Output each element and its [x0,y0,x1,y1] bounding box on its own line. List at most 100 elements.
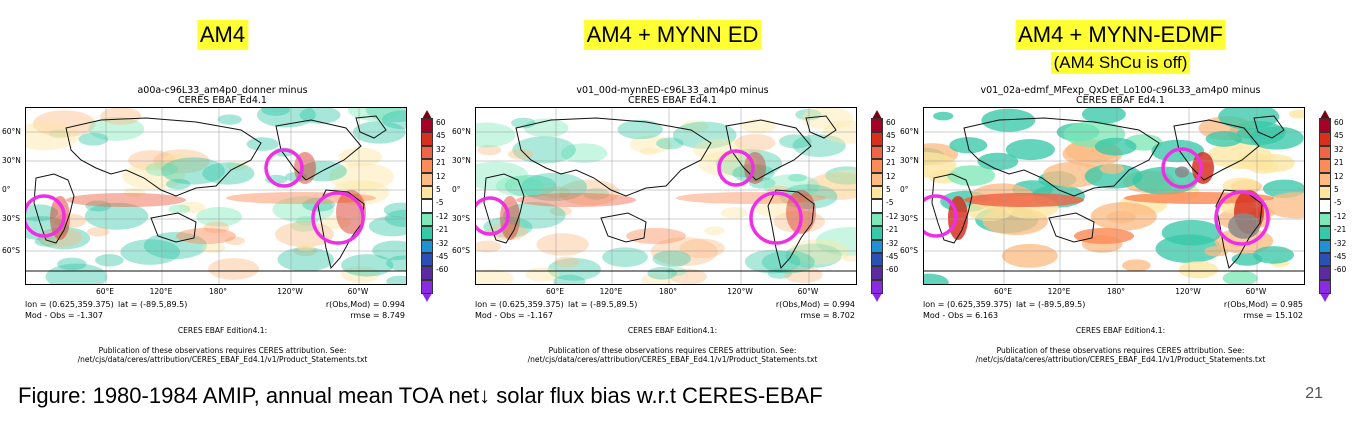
colorbar-cell [871,144,883,161]
colorbar-cell [421,251,433,268]
highlight-circle [1161,147,1203,189]
colorbar-cell [421,198,433,214]
colorbar-cell [1319,158,1331,174]
colorbar-cell [871,211,883,228]
plot-title-line1: v01_02a-edmf_MFexp_QxDet_Lo100-c96L33_am… [980,85,1261,96]
colorbar-cell [1319,198,1331,214]
colorbar-label: -12 [886,211,899,221]
colorbar-cell [1319,211,1331,228]
colorbar-cell [1319,117,1331,134]
lat-tick-label: 30°N [2,156,21,165]
lat-tick-label: 0° [2,185,11,194]
colorbar-cell [1319,131,1331,147]
plot-title-line1: a00a-c96L33_am4p0_donner minus [137,85,308,96]
plot-title-line2: CERES EBAF Ed4.1 [628,95,717,106]
colorbar-label: -32 [886,238,899,248]
colorbar-cell [421,238,433,254]
colorbar-max-arrow [872,110,882,119]
highlight-circle [476,196,510,236]
lat-tick-label: 30°S [2,214,21,223]
colorbar-label: 45 [436,131,446,141]
correlation-text: r(Obs,Mod) = 0.994 [775,300,855,309]
colorbar-label: -12 [1334,211,1347,221]
colorbar-label: -5 [886,198,894,208]
highlight-circle [26,194,66,238]
lon-tick-label: 120°W [727,287,753,296]
colorbar [871,110,883,303]
bias-map [475,107,857,285]
footer-source: CERES EBAF Edition4.1: [627,326,718,335]
footer-path: /net/cjs/data/ceres/attribution/CERES_EB… [77,355,368,364]
colorbar-label: 21 [436,158,446,168]
highlight-circle [264,148,304,188]
footer-path: /net/cjs/data/ceres/attribution/CERES_EB… [527,355,818,364]
colorbar-cell [421,265,433,281]
colorbar-min-arrow [872,293,882,303]
panel-badge: AM4 + MYNN ED [583,20,762,50]
lon-tick-label: 120°E [149,287,173,296]
colorbar-label: -5 [1334,198,1342,208]
colorbar-label: 60 [1334,118,1344,127]
colorbar-min-arrow [1320,293,1330,303]
colorbar-min-arrow [422,293,432,303]
highlight-circle [311,191,365,245]
colorbar-cell [871,198,883,214]
mean-bias-text: Mod - Obs = 6.163 [923,311,999,320]
colorbar [421,110,433,303]
lon-tick-label: 180° [208,287,228,296]
bias-map [923,107,1305,285]
highlight-circle [717,149,755,187]
lon-tick-label: 60°E [545,287,565,296]
coastline [483,173,525,244]
colorbar-cell [1319,238,1331,254]
plot-title: a00a-c96L33_am4p0_donner minus CERES EBA… [0,86,445,106]
lat-range-text: lat = (-89.5,89.5) [118,300,188,309]
plot-title: v01_02a-edmf_MFexp_QxDet_Lo100-c96L33_am… [898,86,1343,106]
lon-tick-label: 120°E [1047,287,1071,296]
lat-tick-label: 60°S [452,246,471,255]
lat-range-text: lat = (-89.5,89.5) [568,300,638,309]
lon-range-text: lon = (0.625,359.375) [475,300,564,309]
figure-caption: Figure: 1980-1984 AMIP, annual mean TOA … [18,383,823,408]
colorbar-cell [1319,171,1331,187]
coastline [275,119,362,181]
coastline [33,173,75,244]
coastline [767,189,815,270]
colorbar-label: 21 [1334,158,1344,168]
colorbar-cell [1319,265,1331,281]
plot-title-line1: v01_00d-mynnED-c96L33_am4p0 minus [576,85,769,96]
colorbar-label: 21 [886,158,896,168]
map-field [476,108,856,284]
highlight-circle [1214,190,1270,246]
lat-tick-label: 30°N [900,156,919,165]
colorbar-label: 60 [886,118,896,127]
map-field [924,108,1304,284]
colorbar-label: 32 [436,144,446,154]
plot-title-line2: CERES EBAF Ed4.1 [1076,95,1165,106]
rmse-text: rmse = 8.702 [800,311,855,320]
lat-tick-label: 60°N [452,127,471,136]
colorbar-cell [871,171,883,187]
coastline [725,119,812,181]
colorbar-label: -60 [886,265,899,275]
colorbar-cell [871,117,883,134]
footer-attribution: Publication of these observations requir… [996,346,1245,355]
coastline [1048,212,1095,243]
plot-title: v01_00d-mynnED-c96L33_am4p0 minus CERES … [450,86,895,106]
lat-tick-label: 0° [900,185,909,194]
mean-bias-text: Mod - Obs = -1.167 [475,311,553,320]
footer-attribution: Publication of these observations requir… [98,346,347,355]
panel-am4: AM4 a00a-c96L33_am4p0_donner minus CERES… [0,0,449,375]
colorbar-max-arrow [422,110,432,119]
lon-tick-label: 120°E [599,287,623,296]
colorbar-cell [421,117,433,134]
colorbar-cell [871,131,883,147]
lat-range-text: lat = (-89.5,89.5) [1016,300,1086,309]
lat-tick-label: 0° [452,185,461,194]
highlight-circle [924,194,958,238]
colorbar-label: -21 [436,225,449,235]
lat-tick-label: 30°S [452,214,471,223]
colorbar-cell [871,225,883,241]
lat-tick-label: 60°S [900,246,919,255]
lon-range-text: lon = (0.625,359.375) [923,300,1012,309]
